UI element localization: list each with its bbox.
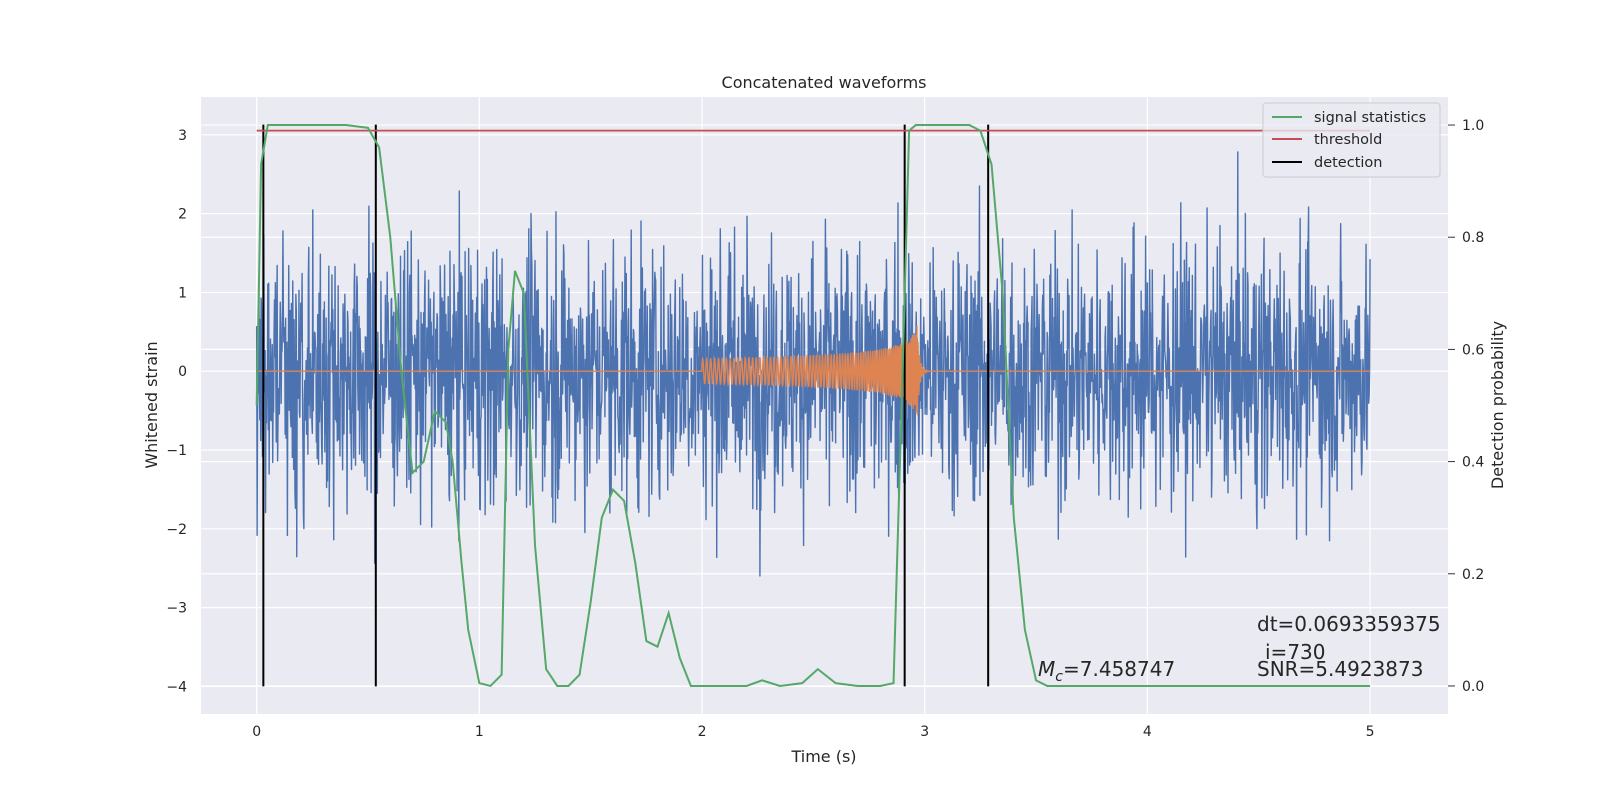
y2-tick-label: 0.4 [1462,455,1484,471]
y-tick-label: −4 [166,679,187,695]
y2-tick-label: 0.8 [1462,230,1484,246]
x-tick-label: 2 [698,724,707,740]
y-tick-label: −2 [166,522,187,538]
y-tick-label: 2 [178,207,187,223]
x-tick-label: 3 [920,724,929,740]
y-tick-labels: 3 2 1 0 −1 −2 −3 −4 [166,128,187,696]
mc-value-text: =7.458747 [1063,657,1175,681]
y2-axis-label: Detection probability [1488,321,1507,489]
legend-label-signal-statistics: signal statistics [1314,110,1426,126]
y2-tick-label: 0.0 [1462,679,1484,695]
i-annotation: i=730 [1265,640,1326,664]
y-tick-label: −1 [166,443,187,459]
y2-tick-label: 0.2 [1462,567,1484,583]
x-tick-label: 1 [475,724,484,740]
detection-lines [262,124,990,687]
y-tick-label: 0 [178,364,187,380]
legend-label-threshold: threshold [1314,132,1382,148]
snr-annotation: SNR=5.4923873 [1257,657,1423,681]
y2-tick-label: 0.6 [1462,342,1484,358]
chart-title: Concatenated waveforms [722,73,927,92]
x-tick-labels: 0 1 2 3 4 5 [252,724,1374,740]
x-tick-label: 0 [252,724,261,740]
y-tick-label: 3 [178,128,187,144]
legend-box [1262,102,1441,178]
x-axis-label: Time (s) [790,747,856,766]
dt-annotation: dt=0.0693359375 [1257,612,1441,636]
y-axis-label: Whitened strain [142,341,161,468]
y2-tick-label: 1.0 [1462,118,1484,134]
y-tick-label: 1 [178,285,187,301]
y-tick-label: −3 [166,601,187,617]
legend-label-detection: detection [1314,155,1382,171]
x-tick-label: 5 [1366,724,1375,740]
noise-series-line [255,151,1371,577]
signal-statistics-line [255,124,1371,688]
legend: signal statistics threshold detection [1262,102,1441,178]
y2-tick-labels: 1.0 0.8 0.6 0.4 0.2 0.0 [1448,118,1484,695]
chirp-series-line [256,325,1371,416]
x-tick-label: 4 [1143,724,1152,740]
